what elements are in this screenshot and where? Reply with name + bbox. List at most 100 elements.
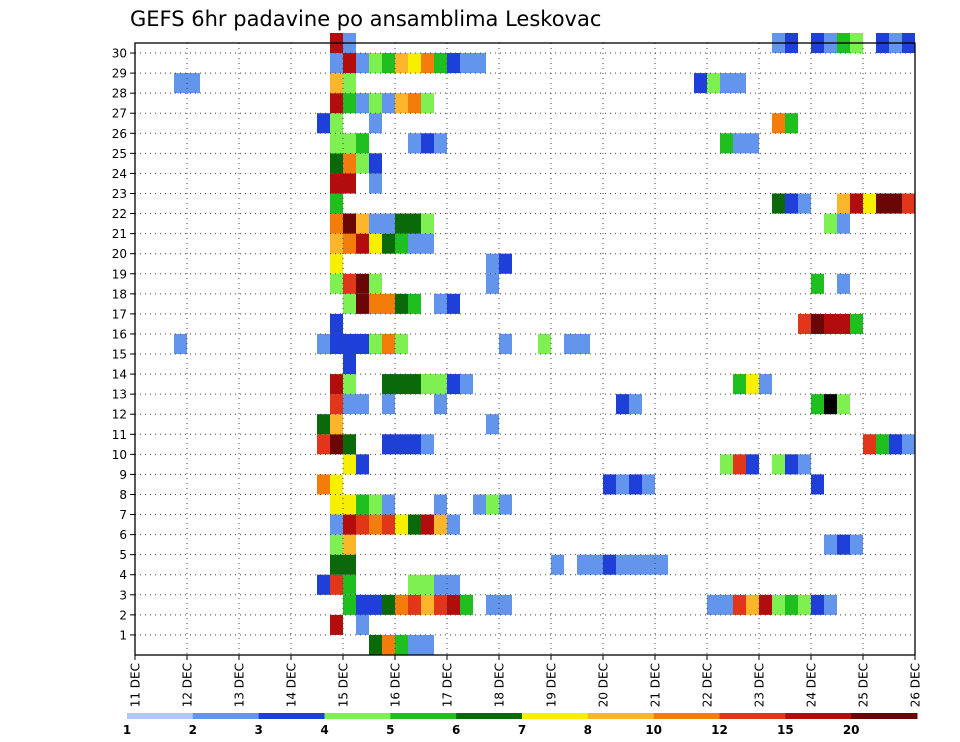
heatmap-cell: [408, 233, 421, 254]
colorbar-label: 7: [518, 723, 526, 737]
colorbar-swatch: [127, 713, 194, 719]
y-tick-label: 10: [112, 448, 127, 462]
heatmap-cell: [408, 133, 421, 154]
heatmap-cell: [343, 454, 356, 475]
heatmap-cell: [655, 554, 668, 575]
heatmap-cell: [629, 474, 642, 495]
heatmap-cell: [434, 514, 447, 535]
heatmap-cell: [187, 73, 200, 94]
heatmap-cell: [343, 153, 356, 174]
x-tick-label: 12 DEC: [181, 663, 195, 707]
y-tick-label: 29: [112, 67, 127, 81]
heatmap-cell: [720, 73, 733, 94]
heatmap-cell: [421, 574, 434, 595]
heatmap-cell: [369, 634, 382, 655]
heatmap-cell: [798, 594, 811, 615]
heatmap-cell: [395, 594, 408, 615]
heatmap-cell: [850, 193, 863, 214]
heatmap-cell: [785, 193, 798, 214]
heatmap-cell: [850, 534, 863, 555]
y-tick-label: 9: [119, 468, 127, 482]
x-tick-label: 24 DEC: [805, 663, 819, 707]
heatmap-cell: [408, 434, 421, 455]
heatmap-cell: [395, 233, 408, 254]
heatmap-cell: [421, 213, 434, 234]
y-tick-label: 26: [112, 127, 127, 141]
heatmap-cell: [720, 454, 733, 475]
heatmap-cell: [330, 374, 343, 395]
heatmap-cell: [317, 574, 330, 595]
plot-frame: [134, 42, 916, 656]
heatmap-cell: [356, 233, 369, 254]
heatmap-cell: [746, 594, 759, 615]
heatmap-cell: [395, 434, 408, 455]
colorbar-legend: 1 2 3 4 5 6 7 8 10 12 15 20: [123, 713, 918, 737]
heatmap-cell: [356, 333, 369, 355]
heatmap-cell: [421, 594, 434, 615]
heatmap-cell: [343, 133, 356, 154]
y-tick-label: 15: [112, 348, 127, 362]
heatmap-cell: [382, 374, 395, 395]
heatmap-cell: [408, 514, 421, 535]
x-tick-label: 22 DEC: [701, 663, 715, 707]
heatmap-cell: [369, 153, 382, 174]
heatmap-cell: [434, 394, 447, 415]
heatmap-cell: [343, 73, 356, 94]
heatmap-cell: [434, 494, 447, 515]
heatmap-cell: [330, 113, 343, 134]
y-tick-label: 3: [119, 588, 127, 602]
heatmap-cell: [369, 514, 382, 535]
heatmap-cell: [369, 594, 382, 615]
heatmap-cell: [330, 494, 343, 515]
heatmap-cell: [629, 554, 642, 575]
heatmap-cell: [330, 153, 343, 174]
heatmap-cell: [837, 213, 850, 234]
heatmap-cell: [473, 53, 486, 74]
heatmap-cell: [811, 273, 824, 294]
heatmap-cell: [499, 333, 512, 355]
heatmap-cell: [408, 213, 421, 234]
y-tick-label: 12: [112, 408, 127, 422]
y-tick-label: 17: [112, 307, 127, 321]
y-tick-label: 30: [112, 47, 127, 61]
heatmap-cell: [720, 133, 733, 154]
heatmap-cell: [408, 53, 421, 74]
heatmap-cell: [382, 594, 395, 615]
heatmap-cell: [330, 434, 343, 455]
heatmap-cell: [616, 394, 629, 415]
heatmap-cell: [837, 394, 850, 415]
heatmap-cell: [382, 394, 395, 415]
colorbar-label: 2: [189, 723, 197, 737]
heatmap-cell: [356, 293, 369, 314]
heatmap-cell: [343, 394, 356, 415]
heatmap-cell: [720, 594, 733, 615]
heatmap-cell: [356, 133, 369, 154]
x-tick-label: 15 DEC: [337, 663, 351, 707]
y-tick-label: 19: [112, 267, 127, 281]
heatmap-cell: [577, 554, 590, 575]
heatmap-cell: [811, 474, 824, 495]
colorbar-label: 8: [584, 723, 592, 737]
heatmap-cell: [330, 554, 343, 575]
heatmap-cell: [330, 514, 343, 535]
heatmap-cell: [486, 594, 499, 615]
heatmap-cell: [590, 554, 603, 575]
x-tick-label: 16 DEC: [389, 663, 403, 707]
heatmap-cell: [824, 394, 837, 415]
heatmap-cell: [330, 93, 343, 114]
x-tick-label: 25 DEC: [857, 663, 871, 707]
heatmap-cell: [902, 434, 915, 455]
heatmap-cell: [382, 333, 395, 355]
heatmap-cell: [343, 333, 356, 355]
heatmap-cell: [447, 293, 460, 314]
heatmap-cell: [369, 113, 382, 134]
heatmap-cell: [876, 193, 889, 214]
colorbar-label: 12: [711, 723, 728, 737]
colorbar-label: 6: [452, 723, 460, 737]
y-tick-label: 18: [112, 287, 127, 301]
heatmap-cell: [317, 434, 330, 455]
x-tick-label: 14 DEC: [285, 663, 299, 707]
heatmap-cell: [486, 414, 499, 435]
colorbar-swatch: [653, 713, 720, 719]
heatmap-cell: [382, 293, 395, 314]
